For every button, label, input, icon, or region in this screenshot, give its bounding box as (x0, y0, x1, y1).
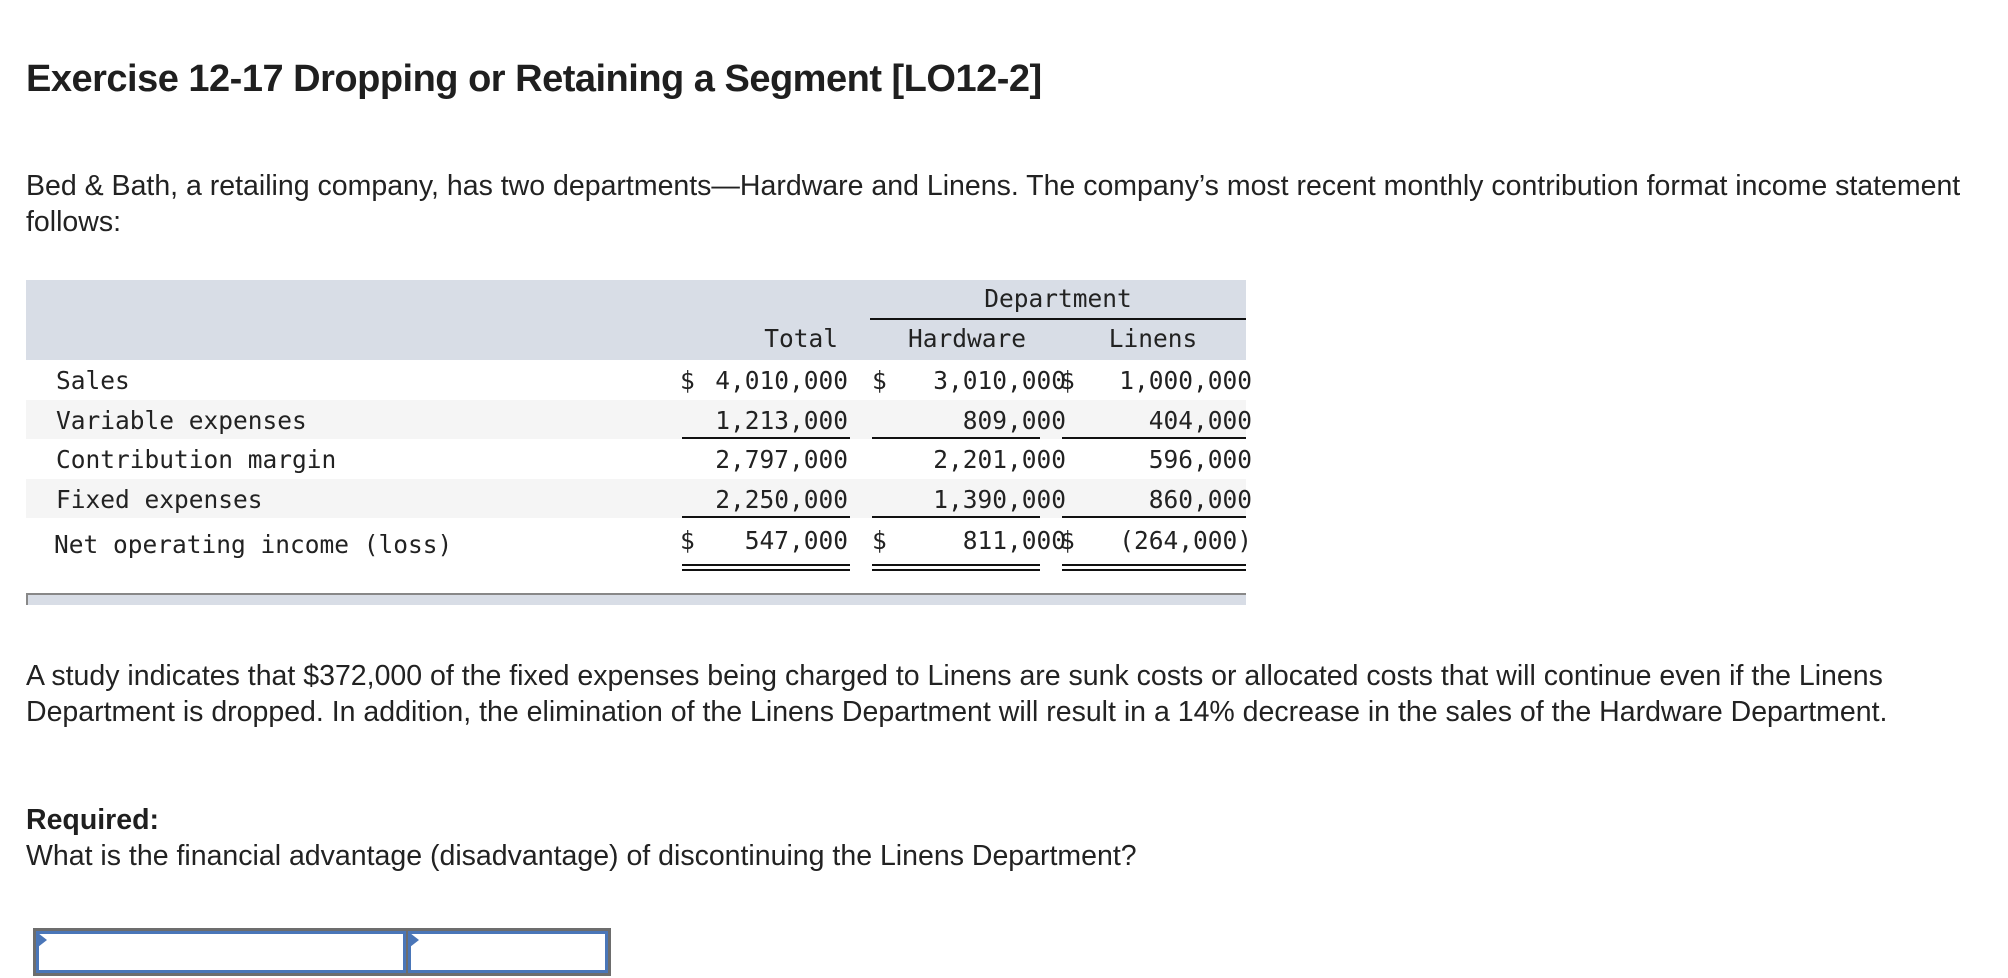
cell-linens: $ (264,000) (1060, 526, 1252, 555)
row-label: Sales (56, 366, 130, 395)
table-row-fixed-expenses: Fixed expenses 2,250,000 1,390,000 860,0… (26, 478, 1252, 518)
cell-linens: 860,000 (1148, 484, 1252, 514)
column-header-total: Total (764, 324, 838, 353)
cell-total: 2,797,000 (715, 445, 848, 474)
table-row-contribution-margin: Contribution margin 2,797,000 2,201,000 … (26, 439, 1252, 479)
cell-hardware: 1,390,000 (933, 484, 1066, 514)
answer-amount-input[interactable] (408, 931, 608, 973)
subtotal-rule (682, 515, 850, 518)
subtotal-rule (1062, 515, 1246, 518)
cell-hardware: $811,000 (872, 526, 1066, 555)
cell-total: $4,010,000 (680, 366, 848, 395)
cell-hardware: 2,201,000 (933, 445, 1066, 474)
total-double-rule (872, 564, 1040, 571)
department-header-rule (870, 318, 1246, 320)
cell-total: 1,213,000 (715, 405, 848, 435)
income-statement-table: Department Total Hardware Linens Sales $… (26, 280, 1252, 574)
table-row-variable-expenses: Variable expenses 1,213,000 809,000 404,… (26, 399, 1252, 439)
study-paragraph: A study indicates that $372,000 of the f… (26, 660, 1888, 728)
cell-total: 2,250,000 (715, 484, 848, 514)
cell-total: $547,000 (680, 526, 848, 555)
table-row-sales: Sales $4,010,000 $3,010,000 $1,000,000 (26, 360, 1252, 400)
exercise-title: Exercise 12-17 Dropping or Retaining a S… (26, 58, 1042, 100)
cell-linens: 404,000 (1148, 405, 1252, 435)
table-footer-bar (26, 593, 1246, 605)
intro-paragraph: Bed & Bath, a retailing company, has two… (26, 170, 1961, 238)
row-label: Fixed expenses (56, 484, 263, 514)
required-question: What is the financial advantage (disadva… (26, 840, 1137, 872)
dropdown-flag-icon (38, 933, 47, 947)
answer-amount-field-wrap (408, 931, 608, 973)
table-row-net-operating-income: Net operating income (loss) $547,000 $81… (26, 518, 1252, 574)
dropdown-flag-icon (410, 933, 419, 947)
cell-linens: $1,000,000 (1060, 366, 1252, 395)
subtotal-rule (872, 515, 1040, 518)
row-label: Variable expenses (56, 405, 307, 435)
subtotal-rule (682, 436, 850, 439)
table-header: Department Total Hardware Linens (26, 280, 1246, 360)
subtotal-rule (872, 436, 1040, 439)
row-label: Contribution margin (56, 445, 337, 474)
total-double-rule (1062, 564, 1246, 571)
required-label: Required: (26, 804, 160, 836)
cell-hardware: $3,010,000 (872, 366, 1066, 395)
answer-row (33, 928, 611, 976)
subtotal-rule (1062, 436, 1246, 439)
answer-label-input[interactable] (36, 931, 406, 973)
cell-linens: 596,000 (1148, 445, 1252, 474)
column-header-linens: Linens (1108, 324, 1198, 353)
column-header-hardware: Hardware (907, 324, 1026, 353)
cell-hardware: 809,000 (962, 405, 1066, 435)
total-double-rule (682, 564, 850, 571)
department-group-header: Department (984, 284, 1132, 313)
answer-label-field-wrap (36, 931, 406, 973)
row-label: Net operating income (loss) (54, 530, 453, 559)
